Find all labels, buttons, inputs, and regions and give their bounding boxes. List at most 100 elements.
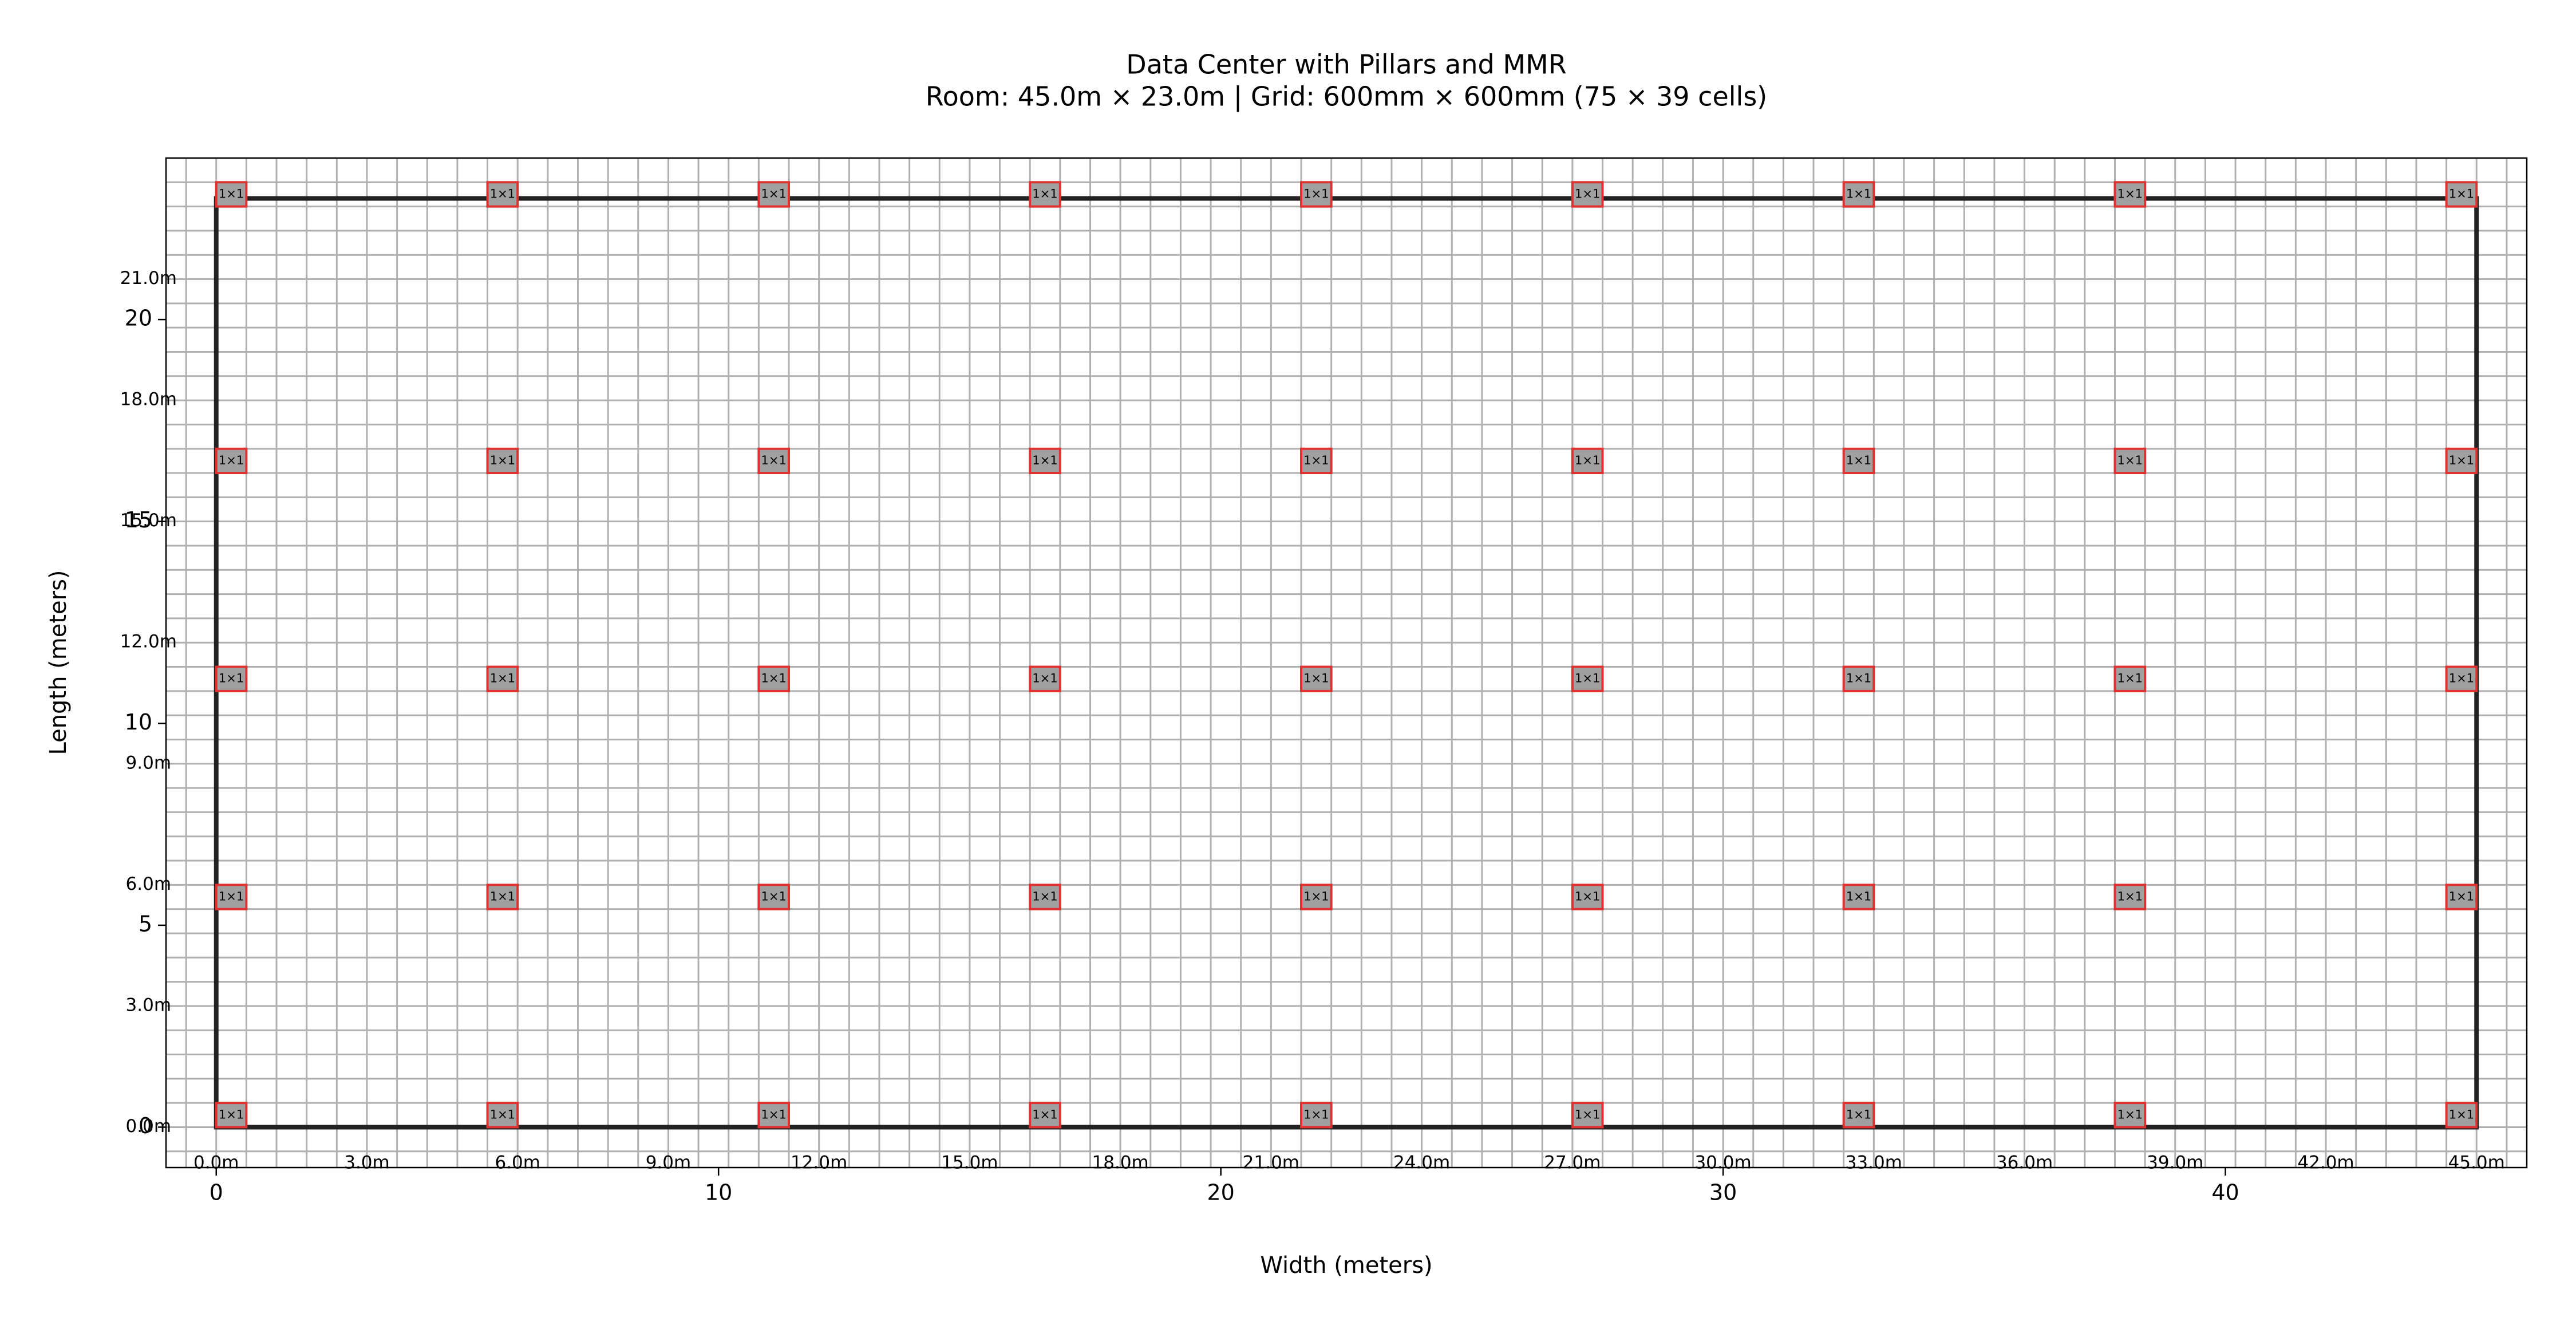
y-annotation: 18.0m [120, 389, 177, 410]
x-tick-label: 40 [2211, 1180, 2239, 1205]
pillar-label: 1×1 [761, 187, 787, 200]
pillar [2445, 665, 2478, 692]
pillar-label: 1×1 [2117, 672, 2143, 685]
pillar-label: 1×1 [1032, 890, 1057, 904]
pillar-label: 1×1 [761, 1107, 787, 1121]
pillar [1300, 181, 1333, 208]
y-annotation: 0.0m [126, 1116, 172, 1137]
x-annotation: 15.0m [941, 1152, 998, 1173]
x-tick-label: 30 [1709, 1180, 1737, 1205]
pillar [1571, 181, 1604, 208]
pillar-label: 1×1 [1303, 890, 1329, 904]
pillar-label: 1×1 [2449, 890, 2474, 904]
pillar-label: 1×1 [1575, 454, 1600, 467]
x-annotation: 12.0m [791, 1152, 847, 1173]
pillar [1571, 447, 1604, 475]
pillar [2445, 1102, 2478, 1129]
pillar [215, 447, 248, 475]
pillar-label: 1×1 [1303, 672, 1329, 685]
pillar [1571, 1102, 1604, 1129]
x-annotation: 9.0m [646, 1152, 692, 1173]
pillar-label: 1×1 [1032, 187, 1057, 200]
y-annotation: 3.0m [126, 995, 172, 1015]
y-annotation: 6.0m [126, 874, 172, 894]
pillar-label: 1×1 [219, 1107, 244, 1121]
y-tick-label: 5 [139, 911, 152, 936]
pillar-label: 1×1 [1575, 672, 1600, 685]
pillar [215, 181, 248, 208]
pillar [757, 447, 791, 475]
pillar-label: 1×1 [490, 187, 515, 200]
x-tick-label: 10 [705, 1180, 732, 1205]
x-tick-label: 0 [210, 1180, 223, 1205]
pillar-label: 1×1 [1303, 187, 1329, 200]
axes-frame [165, 157, 2528, 1169]
x-annotation: 3.0m [344, 1152, 390, 1173]
pillar [486, 447, 519, 475]
pillar-label: 1×1 [761, 454, 787, 467]
pillar [1842, 884, 1875, 910]
pillar [2113, 1102, 2147, 1129]
pillar [757, 884, 791, 910]
x-tick-label: 20 [1207, 1180, 1234, 1205]
pillar [215, 665, 248, 692]
x-annotation: 18.0m [1092, 1152, 1149, 1173]
pillar-label: 1×1 [219, 890, 244, 904]
x-annotation: 27.0m [1544, 1152, 1601, 1173]
x-annotation: 39.0m [2147, 1152, 2203, 1173]
pillar-label: 1×1 [1846, 1107, 1871, 1121]
pillar-label: 1×1 [1303, 454, 1329, 467]
pillar [2113, 181, 2147, 208]
y-tick-label: 20 [125, 306, 152, 331]
pillar-label: 1×1 [1846, 672, 1871, 685]
pillar [1300, 447, 1333, 475]
pillar [2445, 447, 2478, 475]
grid-layer [166, 158, 2527, 1168]
x-annotation: 36.0m [1996, 1152, 2053, 1173]
pillar [486, 665, 519, 692]
room-outline [214, 196, 2479, 1130]
x-annotation: 24.0m [1393, 1152, 1450, 1173]
pillar [1300, 1102, 1333, 1129]
pillar-label: 1×1 [1575, 890, 1600, 904]
mark-layer: 1×1 1×1 1×1 1×1 1×1 1×1 1×1 1×1 1×1 1×1 1×1 1×1 1×1 1… [120, 181, 2505, 1173]
pillar-label: 1×1 [219, 672, 244, 685]
pillar-label: 1×1 [490, 890, 515, 904]
pillar-label: 1×1 [1032, 672, 1057, 685]
pillar-label: 1×1 [2449, 187, 2474, 200]
pillar [1029, 447, 1061, 475]
pillar [1842, 1102, 1875, 1129]
pillar-label: 1×1 [219, 187, 244, 200]
pillar [757, 1102, 791, 1129]
y-annotation: 21.0m [120, 268, 177, 289]
y-tick-label: 0 [139, 1113, 152, 1138]
pillar [486, 181, 519, 208]
pillar-label: 1×1 [761, 890, 787, 904]
pillar [1842, 181, 1875, 208]
pillar-label: 1×1 [1846, 454, 1871, 467]
pillar [1571, 665, 1604, 692]
y-tick-label: 15 [125, 507, 152, 533]
pillar-label: 1×1 [1575, 187, 1600, 200]
pillar [215, 1102, 248, 1129]
pillar [757, 181, 791, 208]
x-annotation: 45.0m [2448, 1152, 2505, 1173]
chart-subtitle: Room: 45.0m × 23.0m | Grid: 600mm × 600m… [926, 81, 1768, 113]
pillar [486, 1102, 519, 1129]
pillar-label: 1×1 [490, 454, 515, 467]
pillar-label: 1×1 [2117, 1107, 2143, 1121]
pillar [1029, 884, 1061, 910]
x-annotation: 21.0m [1243, 1152, 1299, 1173]
pillar-label: 1×1 [490, 1107, 515, 1121]
pillar [2113, 447, 2147, 475]
pillar-label: 1×1 [2117, 454, 2143, 467]
pillar-label: 1×1 [1032, 454, 1057, 467]
pillar [2445, 884, 2478, 910]
x-annotation: 6.0m [495, 1152, 540, 1173]
pillar [1029, 181, 1061, 208]
x-annotation: 33.0m [1846, 1152, 1902, 1173]
pillar-label: 1×1 [1575, 1107, 1600, 1121]
pillar-label: 1×1 [490, 672, 515, 685]
pillar [1029, 1102, 1061, 1129]
